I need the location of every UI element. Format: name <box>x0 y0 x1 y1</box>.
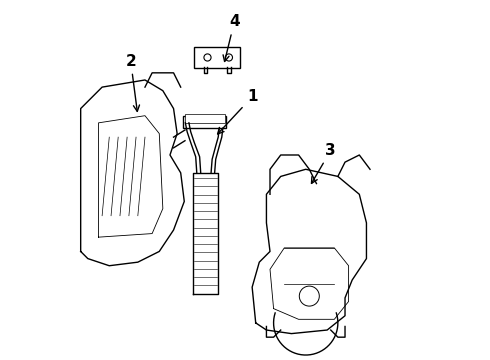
Text: 1: 1 <box>218 89 257 134</box>
FancyBboxPatch shape <box>185 114 224 123</box>
Text: 2: 2 <box>125 54 140 111</box>
FancyBboxPatch shape <box>183 116 226 128</box>
Text: 3: 3 <box>312 143 336 183</box>
FancyBboxPatch shape <box>194 47 241 68</box>
Text: 4: 4 <box>223 14 240 62</box>
